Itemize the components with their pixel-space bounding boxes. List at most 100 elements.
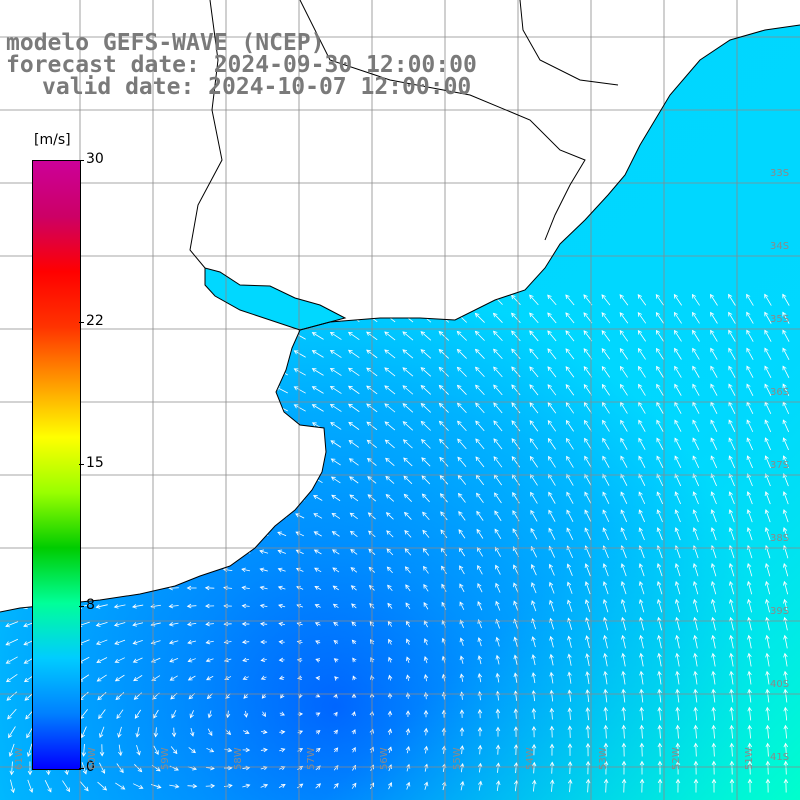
- wind-arrow: [243, 676, 249, 680]
- wind-arrow-head: [764, 455, 769, 461]
- wind-arrow: [439, 367, 449, 377]
- wind-arrow: [783, 491, 789, 505]
- wind-arrow-head: [639, 742, 645, 748]
- wind-arrow: [6, 691, 18, 701]
- wind-arrow: [297, 641, 303, 643]
- wind-arrow: [784, 653, 788, 667]
- wind-arrow-head: [565, 312, 570, 317]
- wind-arrow: [97, 674, 107, 682]
- wind-arrow-head: [583, 330, 588, 335]
- wind-arrow-head: [332, 549, 337, 554]
- wind-arrow-head: [28, 788, 34, 793]
- wind-arrow-head: [530, 491, 535, 497]
- wind-arrow-head: [567, 707, 573, 713]
- wind-arrow-head: [241, 585, 247, 591]
- wind-arrow: [764, 294, 772, 306]
- wind-arrow: [676, 689, 680, 703]
- wind-arrow: [729, 509, 735, 523]
- wind-arrow-head: [638, 509, 643, 515]
- wind-arrow-head: [621, 778, 627, 784]
- wind-arrow-head: [82, 769, 88, 775]
- wind-arrow: [620, 491, 628, 505]
- wind-arrow-head: [585, 653, 590, 658]
- wind-arrow: [675, 581, 681, 595]
- wind-arrow-head: [584, 419, 589, 425]
- wind-arrow: [550, 636, 554, 648]
- wind-arrow-head: [674, 563, 680, 568]
- wind-arrow-head: [530, 564, 536, 569]
- wind-arrow-head: [746, 509, 752, 514]
- wind-arrow: [529, 294, 539, 306]
- wind-arrow: [694, 671, 698, 685]
- wind-arrow-head: [329, 367, 335, 373]
- wind-arrow: [493, 474, 503, 486]
- wind-arrow: [295, 513, 305, 519]
- wind-arrow: [496, 781, 500, 791]
- wind-arrow-head: [530, 509, 535, 515]
- wind-arrow-head: [529, 330, 534, 336]
- wind-arrow: [566, 456, 574, 468]
- wind-arrow: [79, 691, 89, 701]
- wind-arrow-head: [423, 565, 428, 571]
- wind-arrow-head: [278, 675, 284, 680]
- wind-arrow-head: [585, 671, 590, 676]
- wind-arrow: [460, 781, 464, 791]
- wind-arrow-head: [584, 491, 589, 497]
- wind-arrow: [747, 509, 753, 523]
- model-title: modelo GEFS-WAVE (NCEP): [6, 30, 325, 56]
- wind-arrow: [531, 600, 537, 612]
- wind-arrow-head: [565, 294, 570, 300]
- wind-arrow-head: [693, 652, 698, 658]
- wind-arrow-head: [47, 787, 52, 793]
- wind-arrow: [420, 331, 432, 341]
- wind-arrow: [692, 348, 700, 360]
- wind-arrow-head: [603, 742, 609, 748]
- wind-arrow-head: [656, 527, 661, 532]
- wind-arrow: [605, 707, 607, 721]
- wind-arrow: [388, 782, 392, 790]
- wind-arrow: [169, 605, 179, 607]
- wind-arrow-head: [693, 616, 698, 622]
- wind-arrow-head: [603, 760, 609, 766]
- wind-arrow: [729, 563, 735, 577]
- wind-arrow-head: [729, 706, 734, 712]
- wind-arrow: [584, 420, 592, 432]
- wind-arrow-head: [764, 580, 770, 586]
- wind-arrow-head: [638, 527, 643, 533]
- wind-arrow-head: [367, 494, 373, 499]
- wind-arrow: [604, 653, 608, 667]
- wind-arrow: [497, 691, 499, 701]
- wind-arrow-head: [351, 603, 356, 608]
- wind-arrow-head: [156, 784, 162, 789]
- wind-arrow-head: [620, 527, 625, 533]
- wind-arrow-head: [746, 455, 751, 461]
- wind-arrow-head: [782, 562, 788, 568]
- wind-arrow-head: [567, 635, 572, 641]
- wind-arrow: [278, 784, 286, 788]
- wind-arrow-head: [136, 750, 141, 756]
- wind-arrow-head: [366, 457, 372, 463]
- wind-arrow-head: [529, 384, 534, 389]
- wind-arrow: [658, 653, 662, 667]
- wind-arrow-head: [474, 312, 480, 318]
- wind-arrow-head: [189, 713, 194, 719]
- wind-arrow: [424, 638, 428, 646]
- wind-arrow: [529, 366, 539, 378]
- wind-arrow-head: [656, 491, 661, 497]
- wind-arrow: [584, 402, 592, 414]
- wind-arrow: [420, 349, 432, 359]
- wind-arrow-head: [783, 760, 789, 766]
- wind-arrow-head: [494, 528, 499, 534]
- wind-arrow-head: [549, 725, 555, 731]
- wind-arrow-head: [315, 730, 321, 735]
- wind-arrow: [656, 348, 664, 360]
- wind-arrow-head: [424, 781, 429, 787]
- wind-arrow: [406, 638, 410, 646]
- wind-arrow-head: [370, 782, 375, 788]
- wind-arrow: [676, 707, 680, 721]
- wind-arrow-head: [420, 331, 426, 336]
- wind-arrow-head: [315, 693, 321, 698]
- wind-arrow: [764, 401, 772, 415]
- wind-arrow: [547, 402, 557, 414]
- wind-arrow-head: [405, 656, 411, 662]
